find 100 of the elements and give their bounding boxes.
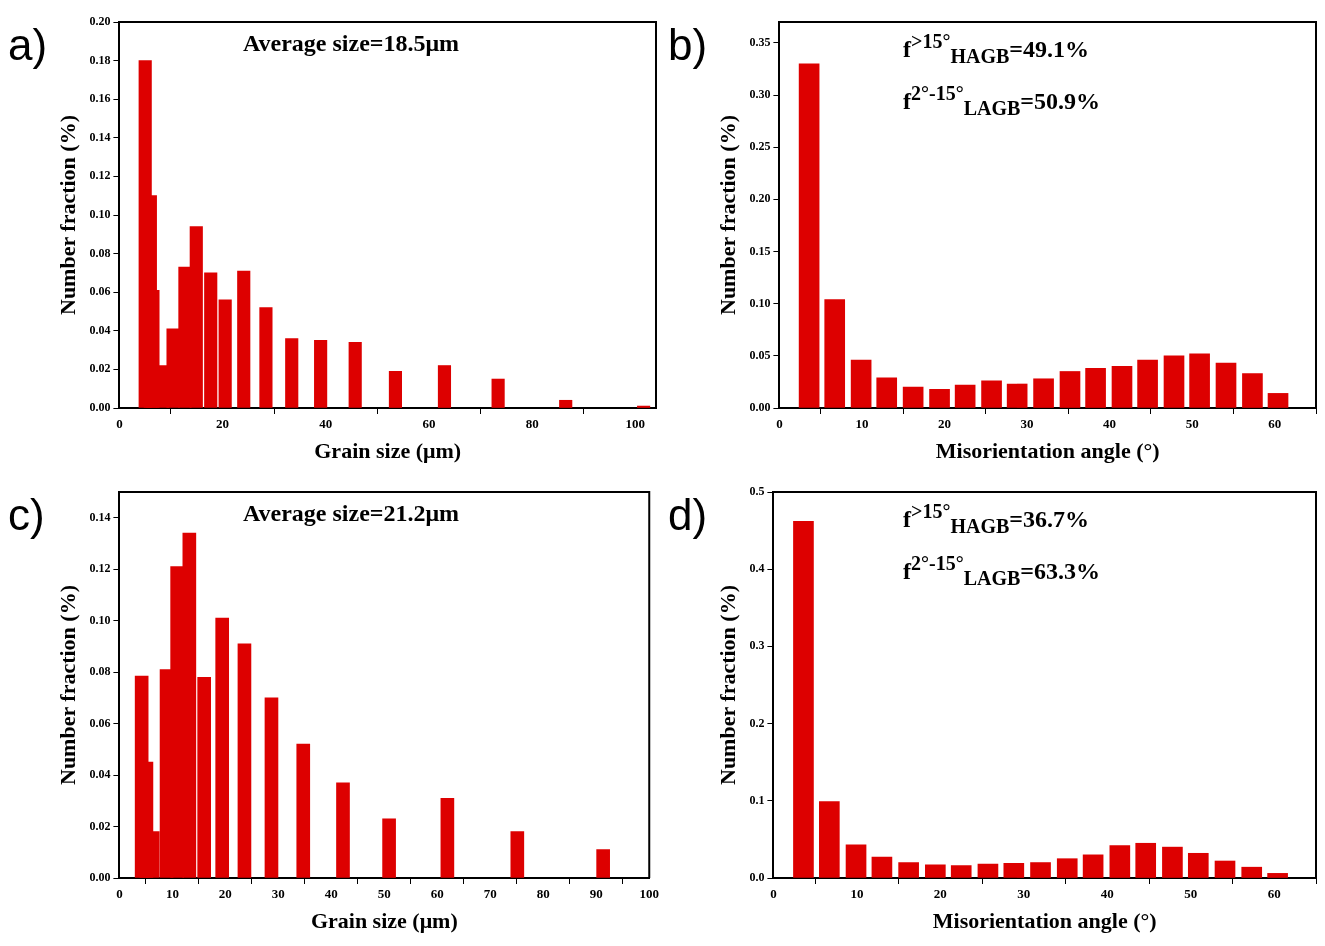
- chart-title: c): [8, 490, 45, 540]
- annotation: Average size=21.2μm: [243, 500, 460, 527]
- x-tick-label: 80: [536, 886, 550, 902]
- bar: [440, 797, 455, 878]
- x-tick-label: 80: [525, 416, 539, 432]
- y-tick-label: 0.00: [89, 870, 111, 885]
- y-tick-label: 0.0: [749, 870, 765, 885]
- bar: [819, 801, 840, 878]
- annotation: Average size=18.5μm: [243, 30, 460, 57]
- y-tick-label: 0.2: [749, 715, 765, 730]
- x-axis-title: Misorientation angle (°): [932, 908, 1157, 934]
- x-tick-label: 100: [625, 416, 646, 432]
- y-tick-label: 0.04: [89, 322, 111, 337]
- y-tick-label: 0.12: [89, 561, 111, 576]
- bar: [1111, 365, 1133, 408]
- bar: [1085, 368, 1106, 408]
- bar: [237, 643, 252, 878]
- y-tick-label: 0.3: [749, 638, 765, 653]
- x-tick-label: 20: [216, 416, 230, 432]
- chart-title: d): [668, 490, 708, 540]
- bar: [382, 818, 396, 878]
- y-tick-label: 0.15: [749, 243, 771, 258]
- bar: [1030, 862, 1051, 878]
- x-tick-label: 60: [1268, 416, 1282, 432]
- bar: [1006, 383, 1028, 408]
- y-tick-label: 0.10: [749, 295, 771, 310]
- bar: [1163, 355, 1185, 408]
- x-tick-label: 10: [165, 886, 179, 902]
- y-tick-label: 0.00: [749, 400, 771, 415]
- x-tick-label: 60: [422, 416, 436, 432]
- bar: [850, 359, 872, 408]
- y-tick-label: 0.16: [89, 91, 111, 106]
- y-tick-label: 0.05: [749, 347, 771, 362]
- y-axis-title: Number fraction (%): [714, 115, 740, 315]
- bar: [871, 856, 893, 878]
- bar: [215, 617, 230, 878]
- bar: [296, 743, 311, 878]
- y-tick-label: 0.10: [89, 207, 111, 222]
- x-axis-title: Grain size (μm): [310, 908, 458, 934]
- bar: [1189, 353, 1210, 408]
- x-axis-title: Misorientation angle (°): [935, 438, 1160, 464]
- bar: [1242, 373, 1263, 408]
- chart-title: a): [8, 20, 48, 70]
- x-tick-label: 30: [1020, 416, 1034, 432]
- y-tick-label: 0.30: [749, 87, 771, 102]
- bar: [954, 384, 976, 408]
- bar: [1137, 359, 1158, 408]
- bar: [902, 386, 924, 408]
- x-tick-label: 20: [218, 886, 232, 902]
- x-tick-label: 50: [1185, 416, 1199, 432]
- bar: [437, 365, 452, 408]
- y-tick-label: 0.20: [89, 14, 111, 29]
- bar: [285, 338, 299, 408]
- y-tick-label: 0.00: [89, 400, 111, 415]
- bar: [1109, 845, 1131, 878]
- bar: [925, 864, 946, 878]
- bar: [1215, 362, 1237, 408]
- x-tick-label: 0: [776, 416, 783, 432]
- y-tick-label: 0.14: [89, 129, 111, 144]
- y-tick-label: 0.1: [749, 792, 765, 807]
- chart-title: b): [668, 20, 708, 70]
- y-tick-label: 0.08: [89, 245, 111, 260]
- bar: [1082, 854, 1104, 878]
- bar: [237, 270, 251, 408]
- bar: [845, 844, 867, 878]
- bar: [336, 782, 350, 878]
- y-axis-title: Number fraction (%): [714, 585, 740, 785]
- x-tick-label: 90: [589, 886, 603, 902]
- bar: [798, 63, 820, 408]
- bar: [1033, 378, 1054, 408]
- bar: [876, 377, 898, 408]
- y-tick-label: 0.06: [89, 284, 111, 299]
- bar: [218, 299, 232, 408]
- bar: [1056, 858, 1078, 878]
- y-tick-label: 0.02: [89, 361, 111, 376]
- bar: [637, 405, 651, 408]
- x-tick-label: 50: [377, 886, 391, 902]
- bar: [1214, 860, 1236, 878]
- bar: [793, 521, 814, 878]
- x-tick-label: 10: [855, 416, 869, 432]
- bar: [950, 865, 972, 878]
- y-tick-label: 0.04: [89, 767, 111, 782]
- bar: [1059, 371, 1081, 408]
- bar: [491, 378, 505, 408]
- x-tick-label: 100: [639, 886, 659, 902]
- bar: [977, 863, 999, 878]
- y-tick-label: 0.20: [749, 191, 771, 206]
- annotation: f$^{>15°}$$_{HAGB}$=49.1%: [903, 30, 1089, 68]
- y-tick-label: 0.02: [89, 818, 111, 833]
- y-tick-label: 0.08: [89, 664, 111, 679]
- y-tick-label: 0.4: [749, 561, 765, 576]
- annotation: f$^{>15°}$$_{HAGB}$=36.7%: [903, 500, 1089, 538]
- y-tick-label: 0.25: [749, 139, 771, 154]
- bar: [1162, 846, 1183, 878]
- bar: [981, 380, 1002, 408]
- bar: [1135, 842, 1157, 878]
- x-tick-label: 40: [1103, 416, 1117, 432]
- bar: [1267, 873, 1288, 878]
- x-tick-label: 20: [938, 416, 952, 432]
- y-axis-title: Number fraction (%): [54, 585, 80, 785]
